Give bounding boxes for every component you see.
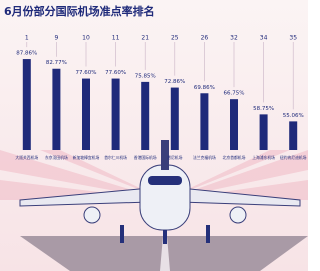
bar	[141, 82, 149, 150]
chart: 6月份部分国际机场准点率排名 1 87.86% 大阪关西机场 9 82.77% 东京羽田机…	[0, 0, 308, 271]
bar	[171, 88, 179, 150]
bar	[200, 93, 208, 150]
rank-label: 32	[230, 35, 238, 42]
x-tick-label: 新加坡樟宜机场	[73, 155, 100, 160]
rank-label: 34	[260, 35, 268, 42]
x-tick-label: 纽约肯尼迪机场	[280, 155, 307, 160]
rank-label: 25	[171, 35, 179, 42]
rank-label: 10	[82, 35, 90, 42]
value-label: 82.77%	[46, 60, 67, 66]
chart-title: 6月份部分国际机场准点率排名	[4, 4, 155, 18]
bar	[289, 121, 297, 150]
bar	[82, 79, 90, 150]
rank-label: 1	[25, 35, 29, 42]
value-label: 69.86%	[194, 85, 215, 91]
value-label: 55.06%	[283, 113, 304, 119]
x-tick-label: 香港国际机场	[134, 155, 157, 160]
x-tick-label: 上海浦东机场	[252, 155, 275, 160]
rank-label: 11	[112, 35, 120, 42]
x-tick-label: 法兰克福机场	[193, 155, 216, 160]
bar	[260, 114, 268, 150]
rank-label: 26	[201, 35, 209, 42]
x-tick-label: 大阪关西机场	[15, 155, 38, 160]
rank-label: 35	[289, 35, 297, 42]
x-tick-label: 悉尼机场	[167, 155, 182, 160]
value-label: 58.75%	[253, 106, 274, 112]
bar	[112, 79, 120, 150]
value-label: 77.60%	[105, 70, 126, 76]
value-label: 66.75%	[224, 91, 245, 97]
rank-label: 21	[141, 35, 149, 42]
bar	[23, 59, 31, 150]
x-tick-label: 首尔仁川机场	[104, 155, 127, 160]
x-tick-label: 北京首都机场	[223, 155, 246, 160]
value-label: 72.86%	[164, 79, 185, 85]
value-label: 87.86%	[16, 51, 37, 57]
bar	[230, 99, 238, 150]
value-label: 77.60%	[76, 70, 97, 76]
x-tick-label: 东京羽田机场	[45, 155, 68, 160]
rank-label: 9	[54, 35, 58, 42]
bar	[52, 69, 60, 150]
value-label: 75.85%	[135, 73, 156, 79]
